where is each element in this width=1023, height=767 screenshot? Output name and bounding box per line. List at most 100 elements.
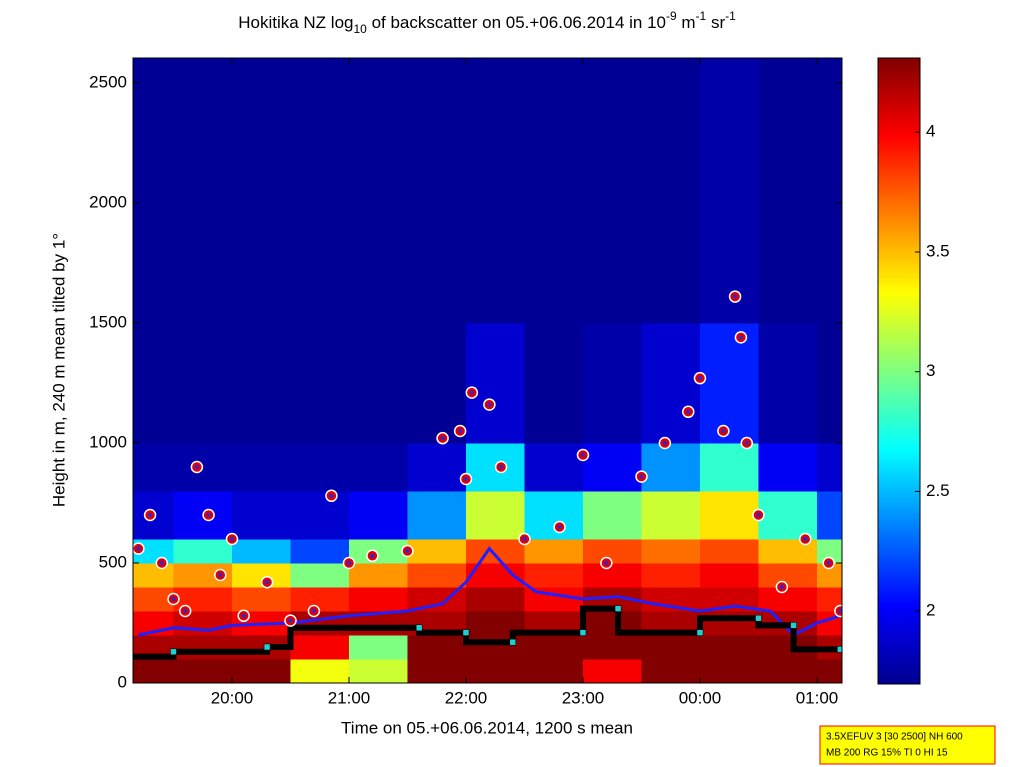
heat-cell <box>231 58 291 324</box>
heat-cell <box>641 634 701 660</box>
heat-cell <box>348 634 408 660</box>
cloud-point <box>834 604 842 618</box>
info-text: MB 200 RG 15% TI 0 HI 15 <box>826 748 948 759</box>
cloud-core <box>311 608 317 614</box>
chart-title: Hokitika NZ log10 of backscatter on 05.+… <box>238 9 736 36</box>
cloud-point <box>483 398 496 411</box>
cloud-core <box>487 402 492 407</box>
heat-cell <box>699 490 759 540</box>
layer-marker <box>790 622 797 629</box>
heat-cell <box>641 658 701 683</box>
cloud-point <box>190 460 204 474</box>
cloud-point <box>693 371 707 385</box>
y-tick-label: 1000 <box>89 432 127 451</box>
title-part: 10 <box>353 22 367 36</box>
heat-cell <box>816 442 842 492</box>
heat-cell <box>699 634 759 660</box>
cloud-point <box>325 489 338 503</box>
cloud-core <box>206 512 211 518</box>
heat-cell <box>641 562 701 588</box>
x-tick-label: 23:00 <box>562 688 605 707</box>
colorbar-tick-label: 2 <box>926 601 935 620</box>
heat-cell <box>641 58 701 324</box>
cloud-point <box>465 386 479 399</box>
x-tick-label: 00:00 <box>679 688 722 707</box>
cloud-point <box>167 592 180 606</box>
cloud-point <box>178 604 192 618</box>
cloud-point <box>494 460 508 474</box>
plot-area <box>133 58 842 683</box>
base-line <box>138 546 841 637</box>
cloud-core <box>229 536 235 542</box>
heat-cell <box>348 562 408 588</box>
heat-cell <box>348 58 408 324</box>
heat-cell <box>699 58 759 324</box>
cloud-core <box>580 452 586 458</box>
cloud-core <box>241 613 246 618</box>
heat-cell <box>465 634 525 660</box>
cloud-point <box>799 532 812 546</box>
heat-cell <box>290 322 350 444</box>
heat-cell <box>758 490 818 540</box>
heat-cell <box>290 490 350 540</box>
layer-marker <box>462 629 470 636</box>
cloud-point <box>600 556 613 570</box>
cloud-point <box>658 436 672 450</box>
heat-cell <box>641 538 701 564</box>
layer-marker <box>263 643 271 651</box>
heat-cell <box>133 442 174 492</box>
heat-cell <box>758 562 818 588</box>
cloud-point <box>436 431 449 445</box>
x-tick-label: 01:00 <box>796 688 839 707</box>
cloud-point <box>453 424 467 438</box>
heat-cell <box>231 586 291 612</box>
layer-marker <box>837 646 842 653</box>
cloud-core <box>604 560 609 566</box>
cloud-core <box>159 560 164 566</box>
heat-cell <box>231 538 291 564</box>
heat-cell <box>290 538 350 564</box>
cloud-core <box>463 476 469 482</box>
cloud-point <box>133 542 145 555</box>
cloud-core <box>370 553 375 558</box>
heat-cell <box>582 658 642 683</box>
heat-cell <box>524 322 584 444</box>
title-part: sr <box>706 13 725 32</box>
heat-cell <box>348 322 408 444</box>
heat-cell <box>465 586 525 612</box>
cloud-core <box>498 464 504 470</box>
layer-marker <box>696 629 704 636</box>
heat-cell <box>465 562 525 588</box>
cloud-core <box>522 536 527 542</box>
cloud-point <box>717 424 730 438</box>
cloud-core <box>557 524 562 530</box>
heat-cell <box>290 586 350 612</box>
cloud-core <box>457 428 463 434</box>
heat-cell <box>524 538 584 564</box>
cloud-core <box>686 409 691 414</box>
colorbar-tick-label: 3.5 <box>926 241 950 260</box>
cloud-point <box>459 472 473 486</box>
heat-cell <box>582 634 642 660</box>
cloud-core <box>826 560 831 566</box>
heat-cell <box>290 658 350 683</box>
heat-cell <box>524 634 584 660</box>
x-tick-label: 22:00 <box>445 688 488 707</box>
heat-cell <box>407 538 467 564</box>
layer-marker <box>755 614 762 622</box>
info-text: 3.5XEFUV 3 [30 2500] NH 600 <box>826 732 963 743</box>
cloud-core <box>171 596 176 602</box>
cloud-point <box>143 508 157 522</box>
y-tick-label: 1500 <box>89 312 127 331</box>
cloud-core <box>469 390 475 395</box>
x-tick-label: 20:00 <box>211 688 254 707</box>
cloud-point <box>682 405 695 419</box>
cloud-core <box>756 512 761 518</box>
cloud-core <box>136 546 141 551</box>
heat-cell <box>407 490 467 540</box>
heat-cell <box>699 442 759 492</box>
cloud-core <box>346 560 352 566</box>
cloud-core <box>838 608 842 614</box>
cloud-core <box>639 474 644 479</box>
cloud-point <box>518 532 531 546</box>
